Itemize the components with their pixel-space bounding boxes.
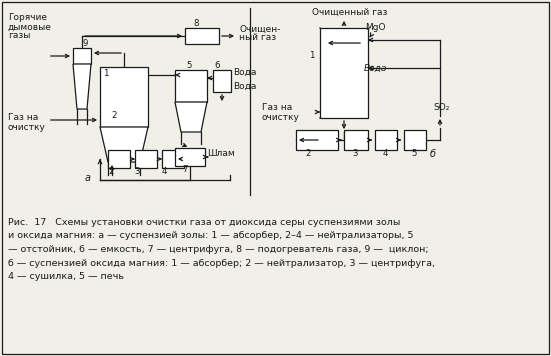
Text: 3: 3 (134, 168, 140, 177)
Text: Шлам: Шлам (207, 148, 235, 157)
Bar (175, 148, 205, 166)
Text: 5: 5 (186, 62, 192, 70)
Polygon shape (73, 64, 91, 109)
Text: Очищенный газ: Очищенный газ (312, 7, 388, 16)
Text: 5: 5 (411, 150, 417, 158)
Text: 1: 1 (309, 51, 315, 59)
Polygon shape (175, 102, 207, 132)
Text: Вода: Вода (233, 82, 256, 90)
Text: 8: 8 (193, 20, 199, 28)
Text: очистку: очистку (8, 122, 46, 131)
Bar (100, 67, 148, 127)
Text: б — суспензией оксида магния: 1 — абсорбер; 2 — нейтрализатор, 3 — центрифуга,: б — суспензией оксида магния: 1 — абсорб… (8, 258, 435, 267)
Bar (404, 130, 426, 150)
Text: очистку: очистку (262, 112, 300, 121)
Text: SO₂: SO₂ (434, 104, 450, 112)
Text: а: а (85, 173, 91, 183)
Text: Газ на: Газ на (262, 104, 292, 112)
Text: газы: газы (8, 31, 30, 41)
Bar (185, 28, 219, 44)
Text: б: б (430, 149, 436, 159)
Text: Очищен-: Очищен- (239, 25, 280, 33)
Text: Рис.  17   Схемы установки очистки газа от диоксида серы суспензиями золы: Рис. 17 Схемы установки очистки газа от … (8, 218, 401, 227)
Text: ный газ: ный газ (239, 33, 276, 42)
Bar (175, 70, 207, 102)
Text: 6: 6 (214, 62, 220, 70)
Text: 7: 7 (182, 166, 188, 174)
Bar (162, 150, 184, 168)
Text: Газ на: Газ на (8, 114, 38, 122)
Text: Горячие: Горячие (8, 14, 47, 22)
Bar (135, 150, 157, 168)
Text: и оксида магния: а — суспензией золы: 1 — абсорбер, 2–4 — нейтрализаторы, 5: и оксида магния: а — суспензией золы: 1 … (8, 231, 413, 241)
Text: Вода: Вода (363, 63, 387, 73)
Bar (73, 48, 91, 64)
Bar (213, 70, 231, 92)
Bar (320, 28, 368, 118)
Polygon shape (100, 127, 148, 162)
Text: 4 — сушилка, 5 — печь: 4 — сушилка, 5 — печь (8, 272, 124, 281)
Text: 2: 2 (305, 150, 311, 158)
Text: 4: 4 (162, 168, 168, 177)
Bar (108, 150, 130, 168)
Text: 1: 1 (103, 68, 109, 78)
Bar (344, 130, 368, 150)
Text: 9: 9 (82, 38, 88, 47)
Text: 2: 2 (111, 110, 117, 120)
Text: 2: 2 (108, 168, 114, 177)
Text: Вода: Вода (233, 68, 256, 77)
Text: 4: 4 (382, 150, 388, 158)
Text: — отстойник, 6 — емкость, 7 — центрифуга, 8 — подогреватель газа, 9 —  циклон;: — отстойник, 6 — емкость, 7 — центрифуга… (8, 245, 429, 254)
Bar (375, 130, 397, 150)
Text: 3: 3 (352, 150, 358, 158)
Bar (296, 130, 338, 150)
Text: дымовые: дымовые (8, 22, 52, 31)
Text: MgO: MgO (365, 23, 385, 32)
